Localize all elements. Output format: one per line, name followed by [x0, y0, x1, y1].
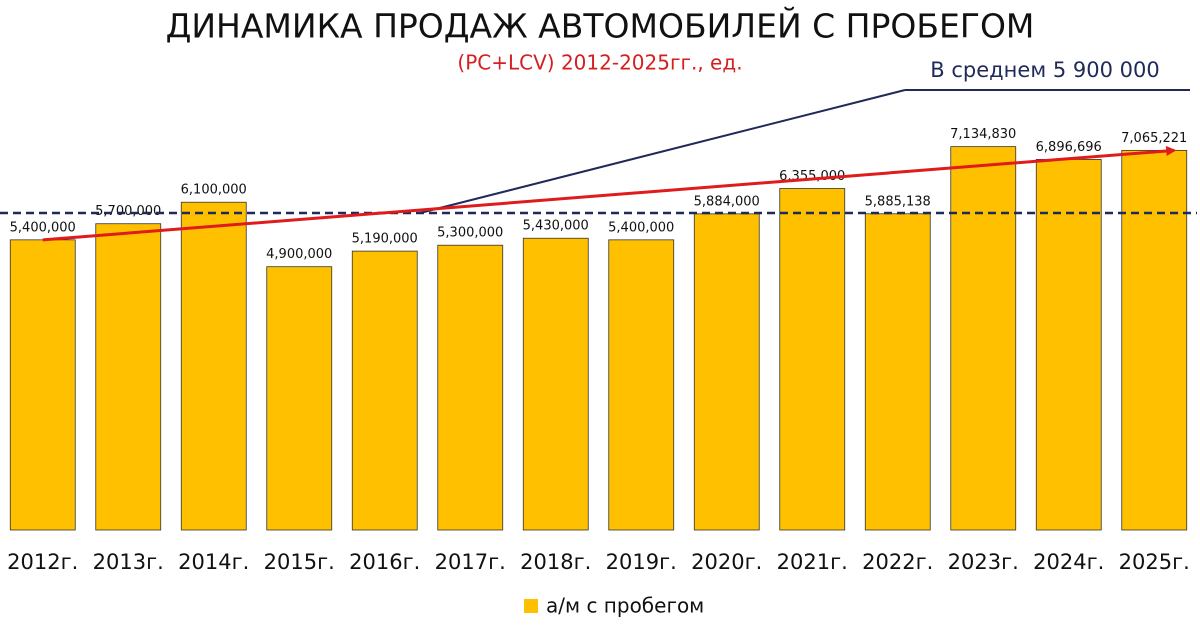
x-tick-label: 2022г. — [862, 550, 933, 574]
bar — [864, 213, 931, 531]
x-tick-label: 2019г. — [606, 550, 677, 574]
bar — [608, 239, 675, 531]
average-label: В среднем 5 900 000 — [930, 58, 1159, 82]
chart-subtitle: (PC+LCV) 2012-2025гг., ед. — [457, 51, 742, 75]
x-tick-label: 2014г. — [178, 550, 249, 574]
value-label: 6,896,696 — [1036, 140, 1102, 155]
value-label: 5,430,000 — [523, 219, 589, 234]
x-tick-label: 2016г. — [349, 550, 420, 574]
value-label: 4,900,000 — [266, 247, 332, 262]
value-label: 7,134,830 — [950, 127, 1016, 142]
bar — [1035, 159, 1102, 531]
bar — [950, 146, 1017, 531]
x-tick-label: 2025г. — [1119, 550, 1190, 574]
callout-line — [419, 89, 906, 214]
bar — [95, 223, 162, 531]
value-label: 5,884,000 — [694, 194, 760, 209]
legend-swatch — [524, 599, 538, 613]
bar — [522, 237, 589, 531]
bar — [266, 266, 333, 531]
bar — [1121, 149, 1188, 531]
value-label: 5,400,000 — [10, 220, 76, 235]
x-tick-label: 2012г. — [7, 550, 78, 574]
value-label: 5,885,138 — [865, 194, 931, 209]
value-label: 5,700,000 — [95, 204, 161, 219]
x-tick-label: 2023г. — [948, 550, 1019, 574]
x-tick-label: 2024г. — [1033, 550, 1104, 574]
bar — [351, 250, 418, 531]
x-tick-label: 2013г. — [93, 550, 164, 574]
x-tick-label: 2021г. — [777, 550, 848, 574]
value-label: 7,065,221 — [1121, 131, 1187, 146]
x-tick-label: 2015г. — [264, 550, 335, 574]
legend-label: а/м с пробегом — [546, 594, 704, 618]
trend-arrow — [42, 146, 1177, 242]
value-label: 6,100,000 — [181, 183, 247, 198]
value-label: 5,190,000 — [352, 232, 418, 247]
value-label: 5,300,000 — [437, 226, 503, 241]
bar — [693, 213, 760, 531]
bar — [437, 244, 504, 531]
x-tick-label: 2018г. — [520, 550, 591, 574]
bar — [180, 201, 247, 531]
bar — [9, 239, 76, 531]
bar — [779, 188, 846, 531]
value-label: 5,400,000 — [608, 220, 674, 235]
x-tick-label: 2017г. — [435, 550, 506, 574]
x-tick-label: 2020г. — [691, 550, 762, 574]
chart-title: ДИНАМИКА ПРОДАЖ АВТОМОБИЛЕЙ С ПРОБЕГОМ — [166, 6, 1035, 46]
